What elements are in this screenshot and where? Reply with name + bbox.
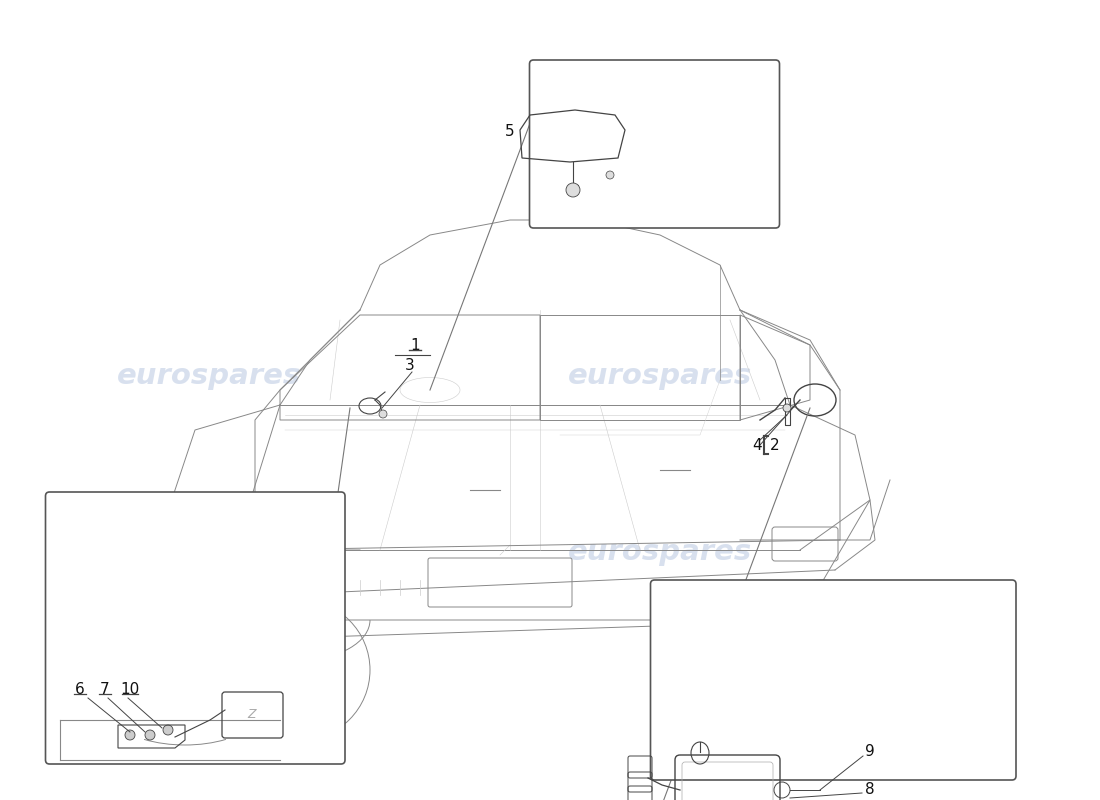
Text: 3: 3	[405, 358, 415, 373]
Text: eurospares: eurospares	[568, 538, 752, 566]
Text: 1: 1	[410, 338, 420, 353]
Text: 7: 7	[100, 682, 110, 698]
Circle shape	[783, 404, 791, 412]
FancyBboxPatch shape	[529, 60, 780, 228]
Text: Z: Z	[248, 709, 256, 722]
Circle shape	[566, 183, 580, 197]
Text: eurospares: eurospares	[568, 362, 752, 390]
Circle shape	[379, 410, 387, 418]
Text: 5: 5	[505, 125, 515, 139]
Circle shape	[125, 730, 135, 740]
Text: eurospares: eurospares	[117, 362, 301, 390]
Circle shape	[145, 730, 155, 740]
FancyBboxPatch shape	[650, 580, 1016, 780]
Circle shape	[606, 171, 614, 179]
Text: eurospares: eurospares	[117, 538, 301, 566]
Text: 8: 8	[866, 782, 874, 798]
Text: 9: 9	[865, 745, 874, 759]
Text: 6: 6	[75, 682, 85, 698]
Text: 10: 10	[120, 682, 140, 698]
Text: 4: 4	[752, 438, 762, 453]
FancyBboxPatch shape	[45, 492, 345, 764]
Text: 2: 2	[770, 438, 780, 453]
Circle shape	[163, 725, 173, 735]
